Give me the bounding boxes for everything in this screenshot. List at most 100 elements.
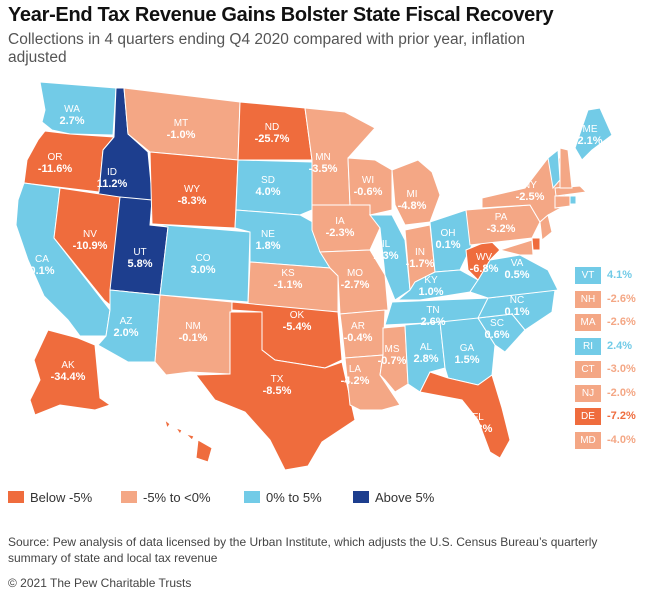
state-value: -11.6% (38, 163, 72, 175)
state-label-ak: AK-34.4% (51, 360, 86, 383)
state-shape-ky (396, 269, 479, 301)
state-abbr: CA (35, 254, 49, 265)
state-value: 1.5% (454, 354, 479, 366)
state-label-mn: MN-3.5% (309, 152, 338, 175)
state-abbr: SD (261, 175, 275, 186)
small-state-value: -2.0% (607, 386, 636, 399)
state-shape-me (574, 107, 613, 161)
state-label-co: CO3.0% (190, 253, 215, 276)
state-label-il: IL2.3% (373, 239, 398, 262)
state-label-fl: FL-6.3% (464, 412, 493, 435)
state-abbr: SC (490, 318, 504, 329)
state-abbr: AR (351, 321, 365, 332)
state-value: 0.1% (504, 306, 529, 318)
state-value: 1.8% (255, 240, 280, 252)
state-abbr: AZ (120, 316, 133, 327)
state-label-ca: CA0.1% (29, 254, 54, 277)
source-note: Source: Pew analysis of data licensed by… (8, 535, 598, 565)
state-shape-nv (53, 187, 121, 306)
state-abbr: MS (385, 344, 400, 355)
state-value: 4.0% (255, 186, 280, 198)
state-value: -15.2% (170, 417, 205, 429)
legend-swatch (8, 491, 24, 503)
state-value: 0.6% (484, 329, 509, 341)
state-abbr: MO (347, 268, 363, 279)
state-abbr: LA (349, 364, 362, 375)
state-shape-fl (419, 371, 511, 459)
small-state-abbr: VT (575, 267, 601, 284)
state-label-mo: MO-2.7% (341, 268, 370, 291)
state-label-az: AZ2.0% (113, 316, 138, 339)
legend-item-above-5: Above 5% (353, 490, 434, 506)
small-state-abbr: NH (575, 290, 601, 308)
state-value: -0.6% (354, 186, 383, 198)
small-state-value: 2.4% (607, 339, 633, 352)
state-shape-md (498, 239, 534, 256)
state-label-la: LA-4.2% (341, 364, 370, 387)
state-shape-hi (164, 418, 213, 463)
us-state-map: WA2.7%OR-11.6%CA0.1%ID11.2%NV-10.9%UT5.8… (15, 81, 613, 471)
state-label-ar: AR-0.4% (344, 321, 373, 344)
legend-item-neg5-to-0: -5% to <0% (121, 490, 211, 506)
small-state-value: -3.0% (607, 363, 636, 375)
state-value: -1.0% (167, 129, 196, 141)
state-label-ks: KS-1.1% (274, 268, 303, 291)
state-shape-ri (569, 195, 577, 205)
state-label-tn: TN2.6% (420, 305, 445, 328)
state-value: -1.1% (274, 279, 303, 291)
state-label-va: VA0.5% (504, 258, 529, 281)
state-value: 0.1% (435, 239, 460, 251)
state-value: -25.7% (255, 133, 290, 145)
state-value: -4.2% (341, 375, 370, 387)
state-abbr: HI (182, 406, 192, 417)
state-value: 11.2% (97, 178, 128, 190)
state-value: -3.5% (309, 163, 338, 175)
state-abbr: ND (265, 122, 279, 133)
state-abbr: MI (406, 189, 417, 200)
legend-label: -5% to <0% (143, 490, 211, 505)
state-label-oh: OH0.1% (435, 228, 460, 251)
state-label-tx: TX-8.5% (263, 374, 292, 397)
small-state-row-vt: VT 4.1% (575, 267, 645, 285)
state-label-ne: NE1.8% (255, 229, 280, 252)
small-state-row-ma: MA -2.6% (575, 314, 645, 332)
state-value: -3.2% (487, 223, 516, 235)
state-abbr: NC (510, 295, 524, 306)
state-shape-sd (235, 159, 313, 216)
state-abbr: TX (271, 374, 284, 385)
state-abbr: GA (460, 343, 475, 354)
state-abbr: ID (107, 167, 117, 178)
state-label-mt: MT-1.0% (167, 118, 196, 141)
small-state-row-ct: CT -3.0% (575, 361, 645, 379)
small-state-value: -4.0% (607, 433, 636, 446)
state-abbr: WV (476, 252, 492, 263)
state-label-nc: NC0.1% (504, 295, 529, 318)
state-label-nv: NV-10.9% (73, 229, 108, 252)
state-label-pa: PA-3.2% (487, 212, 516, 235)
small-state-row-nh: NH -2.6% (575, 290, 645, 309)
copyright-note: © 2021 The Pew Charitable Trusts (8, 576, 192, 590)
state-shape-vt (547, 149, 561, 190)
state-value: 2.6% (420, 316, 445, 328)
small-state-row-nj: NJ -2.0% (575, 384, 645, 403)
state-label-wv: WV-6.8% (470, 252, 499, 275)
state-abbr: VA (511, 258, 524, 269)
small-state-value: 4.1% (607, 269, 633, 281)
small-state-value: -2.6% (607, 316, 636, 328)
state-shape-ak (29, 329, 112, 416)
state-label-ky: KY1.0% (418, 275, 443, 298)
small-state-abbr: MA (575, 314, 601, 331)
state-abbr: PA (495, 212, 508, 223)
state-label-nm: NM-0.1% (179, 321, 208, 344)
legend-swatch (121, 491, 137, 503)
state-value: 2.7% (59, 115, 84, 127)
state-abbr: KY (424, 275, 438, 286)
state-shape-de (531, 237, 541, 251)
state-value: -4.8% (398, 200, 427, 212)
legend-item-0-to-5: 0% to 5% (244, 490, 322, 506)
state-value: -2.7% (341, 279, 370, 291)
state-value: 3.0% (190, 264, 215, 276)
small-state-row-de: DE -7.2% (575, 408, 645, 426)
state-value: -34.4% (51, 371, 86, 383)
